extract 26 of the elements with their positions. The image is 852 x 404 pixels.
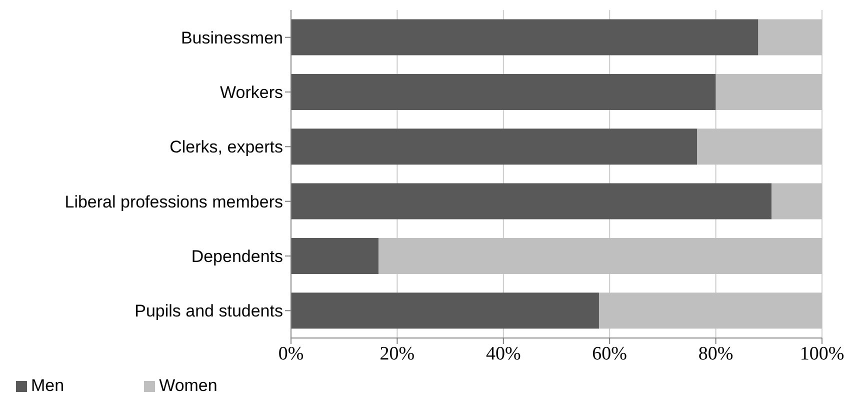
bar [291, 19, 758, 56]
bar [291, 292, 599, 329]
bar [697, 128, 822, 165]
bar [291, 128, 698, 165]
y-tick-label: Pupils and students [134, 302, 283, 321]
x-tick-label: 80% [698, 343, 734, 364]
y-tick-label: Businessmen [180, 28, 283, 48]
y-tick-label: Clerks, experts [170, 138, 283, 157]
y-tick-label: Workers [220, 83, 283, 102]
bar [772, 183, 822, 220]
x-tick-label: 100% [800, 343, 844, 364]
bar [758, 19, 822, 56]
bar [291, 74, 716, 110]
x-tick-label: 20% [380, 343, 415, 364]
y-tick-label: Dependents [191, 247, 283, 266]
bar [378, 238, 822, 274]
x-tick-label: 0% [278, 343, 304, 364]
legend-label: Women [159, 376, 218, 395]
y-tick-label: Liberal professions members [64, 192, 283, 212]
bar [716, 74, 822, 110]
bar [598, 292, 822, 329]
bar [291, 238, 379, 274]
bar [291, 183, 772, 220]
x-tick-label: 60% [592, 343, 628, 364]
legend-label: Men [31, 376, 64, 395]
x-tick-label: 40% [486, 343, 521, 364]
